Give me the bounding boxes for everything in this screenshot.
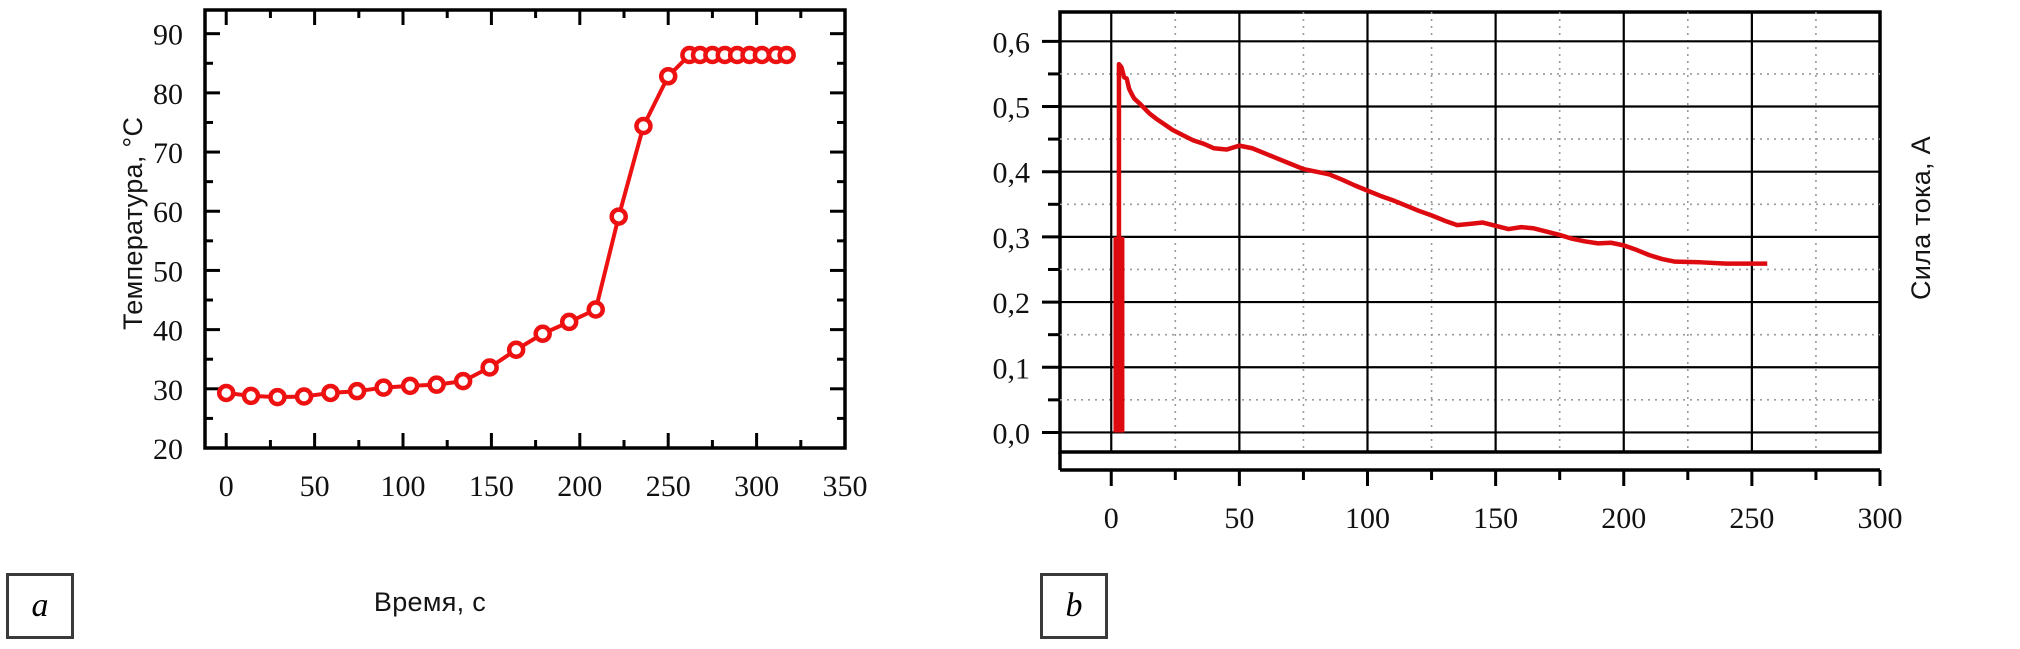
x-tick-label-b: 0 bbox=[1104, 502, 1119, 535]
y-tick-label-a: 50 bbox=[153, 255, 183, 288]
x-tick-label-a: 300 bbox=[734, 470, 779, 503]
x-tick-label-a: 150 bbox=[469, 470, 514, 503]
major-gridlines-b bbox=[1060, 12, 1880, 452]
x-tick-label-b: 100 bbox=[1345, 502, 1390, 535]
x-tick-label-b: 50 bbox=[1224, 502, 1254, 535]
y-tick-label-a: 90 bbox=[153, 19, 183, 52]
temperature-vs-time-plot: 0 50 100 150 200 250 300 350 20 30 40 50 60 70 80 90 bbox=[153, 8, 868, 503]
current-vs-time-plot: 0 50 100 150 200 250 300 0,0 0,1 0,2 0,3 0,4 0,5 0,6 bbox=[993, 10, 1903, 535]
series-line-b bbox=[1116, 61, 1768, 433]
axis-ticks-a bbox=[205, 10, 847, 450]
y-tick-label-b: 0,5 bbox=[993, 92, 1031, 125]
plot-frame-a bbox=[203, 8, 847, 450]
y-tick-label-b: 0,3 bbox=[993, 222, 1031, 255]
panel-label-b-text: b bbox=[1065, 587, 1083, 624]
x-axis-title-a: Время, с bbox=[373, 587, 487, 617]
panel-label-a: a bbox=[6, 573, 74, 639]
x-tick-label-b: 300 bbox=[1858, 502, 1903, 535]
y-tick-label-a: 40 bbox=[153, 315, 183, 348]
x-tick-label-b: 150 bbox=[1473, 502, 1518, 535]
panel-label-b: b bbox=[1040, 573, 1108, 639]
y-axis-title-b: Сила тока, А bbox=[1906, 136, 1936, 300]
y-tick-label-a: 70 bbox=[153, 137, 183, 170]
y-tick-label-b: 0,2 bbox=[993, 287, 1031, 320]
axis-ticks-b bbox=[1042, 39, 1882, 486]
x-tick-label-b: 250 bbox=[1729, 502, 1774, 535]
plot-frame-b bbox=[1058, 10, 1882, 454]
y-axis-title-a: Температура, °C bbox=[118, 116, 148, 330]
chart-panel-a: 0 50 100 150 200 250 300 350 20 30 40 50 60 70 80 90 Вр… bbox=[0, 0, 940, 649]
y-tick-label-b: 0,0 bbox=[993, 417, 1031, 450]
y-tick-label-b: 0,6 bbox=[993, 26, 1031, 59]
y-tick-label-a: 20 bbox=[153, 433, 183, 466]
panel-label-a-text: a bbox=[31, 587, 49, 624]
x-tick-label-a: 0 bbox=[219, 470, 234, 503]
y-tick-label-b: 0,4 bbox=[993, 157, 1031, 190]
y-tick-label-a: 80 bbox=[153, 78, 183, 111]
x-tick-label-b: 200 bbox=[1601, 502, 1646, 535]
x-tick-label-a: 100 bbox=[381, 470, 426, 503]
x-tick-label-a: 250 bbox=[646, 470, 691, 503]
chart-panel-b: 0 50 100 150 200 250 300 0,0 0,1 0,2 0,3 0,4 0,5 0,6 … bbox=[940, 0, 2020, 649]
x-tick-label-a: 200 bbox=[557, 470, 602, 503]
y-tick-label-a: 60 bbox=[153, 196, 183, 229]
y-tick-label-b: 0,1 bbox=[993, 352, 1031, 385]
x-tick-label-a: 350 bbox=[823, 470, 868, 503]
x-tick-label-a: 50 bbox=[300, 470, 330, 503]
y-tick-label-a: 30 bbox=[153, 374, 183, 407]
series-markers-a bbox=[216, 45, 796, 407]
